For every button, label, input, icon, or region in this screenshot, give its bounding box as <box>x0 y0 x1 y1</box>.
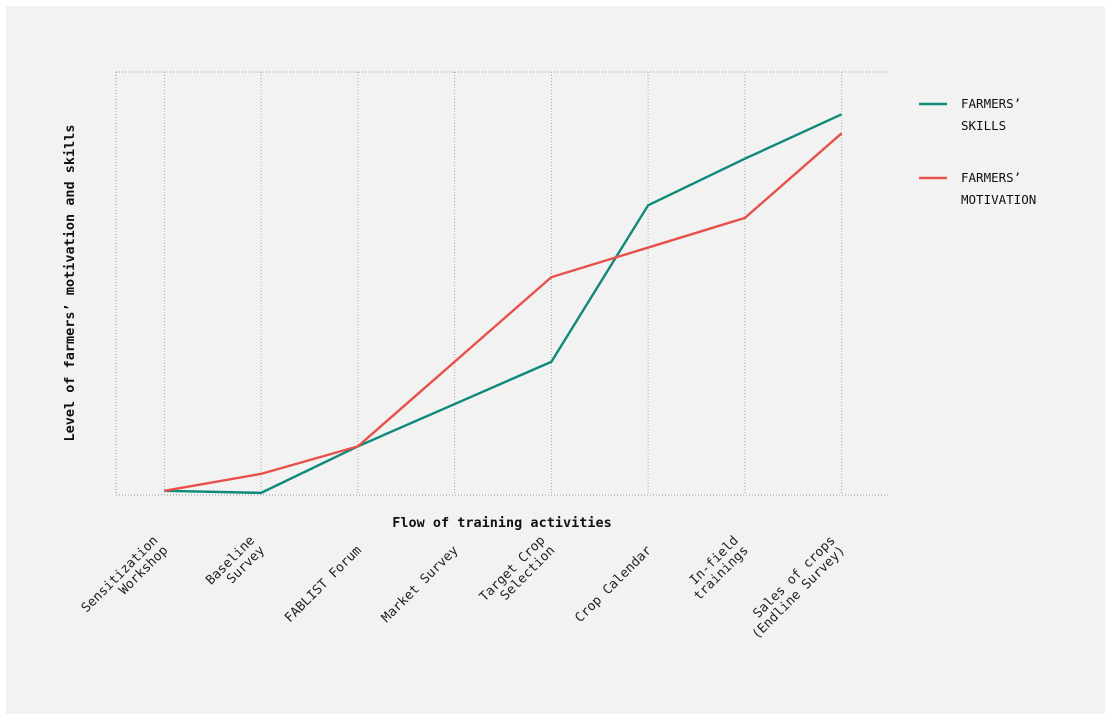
series-line-1 <box>164 132 843 492</box>
plot-area-frame <box>115 71 890 496</box>
x-tick-label-line: FABLIST Forum <box>282 543 365 626</box>
x-tick-labels: SensitizationWorkshop BaselineSurvey FABLI… <box>79 533 849 642</box>
chart-panel <box>6 6 1105 714</box>
x-tick-label-1: BaselineSurvey <box>203 533 268 598</box>
legend-label-line: FARMERS’ <box>961 96 1021 111</box>
x-tick-label-line: Market Survey <box>379 543 462 626</box>
x-tick-label-line: Crop Calendar <box>572 543 655 626</box>
series-line-0 <box>164 113 843 495</box>
x-tick-label-0: SensitizationWorkshop <box>79 533 172 626</box>
x-tick-label-2: FABLIST Forum <box>282 543 365 626</box>
x-axis-title: Flow of training activities <box>392 515 611 531</box>
legend-label-line: MOTIVATION <box>961 192 1036 207</box>
grid-lines <box>163 72 843 495</box>
x-tick-label-line: Sales of crops <box>750 533 838 621</box>
x-tick-label-7: Sales of crops(Endline Survey) <box>739 533 848 642</box>
x-tick-label-line: (Endline Survey) <box>749 543 848 642</box>
legend-label-0: FARMERS’ SKILLS <box>961 96 1021 133</box>
legend: FARMERS’ SKILLS FARMERS’ MOTIVATION <box>919 96 1036 207</box>
series-lines <box>164 113 843 495</box>
x-tick-label-4: Target CropSelection <box>477 533 559 615</box>
legend-label-line: SKILLS <box>961 118 1006 133</box>
x-tick-label-5: Crop Calendar <box>572 543 655 626</box>
x-tick-label-6: In-fieldtrainings <box>681 533 751 603</box>
x-tick-label-3: Market Survey <box>379 543 462 626</box>
legend-label-1: FARMERS’ MOTIVATION <box>961 170 1036 207</box>
y-axis-title: Level of farmers’ motivation and skills <box>62 125 78 442</box>
legend-label-line: FARMERS’ <box>961 170 1021 185</box>
